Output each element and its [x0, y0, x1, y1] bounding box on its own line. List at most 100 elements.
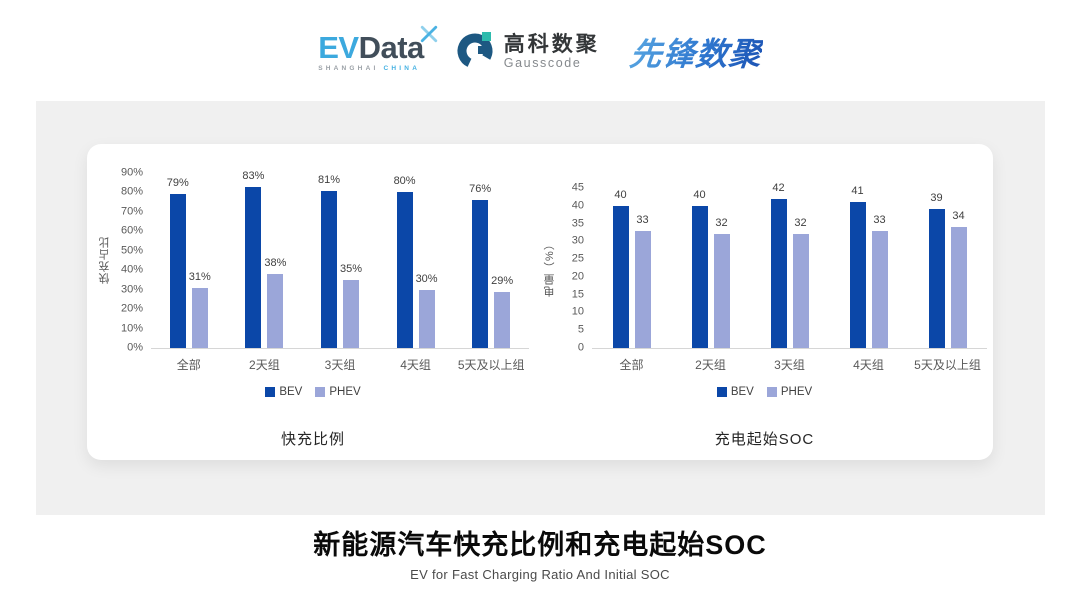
plot-column: 40 33 40 32 42 32 41 33 39 34 全部 2天组 3天组 4天组 5天及以上组 [592, 182, 987, 373]
chart-title: 充电起始SOC [714, 431, 815, 448]
x-category-label: 5天及以上组 [914, 358, 981, 372]
legend-swatch [315, 387, 326, 397]
evdata-subtext: SHANGHAI CHINA [318, 64, 421, 73]
legend-swatch [265, 387, 276, 397]
bar-BEV: 40 [691, 189, 708, 348]
bar-value-label: 33 [873, 213, 886, 226]
gausscode-g-icon [454, 29, 496, 76]
bar-group: 40 33 [592, 188, 671, 348]
bar-PHEV: 32 [713, 218, 730, 348]
y-tick-label: 20 [571, 270, 584, 283]
bar-BEV: 39 [928, 193, 945, 348]
legend-item-PHEV: PHEV [766, 386, 813, 398]
bar-PHEV: 38% [264, 258, 286, 348]
legend-label: BEV [279, 386, 303, 398]
x-category-label: 全部 [176, 358, 201, 372]
bar-value-label: 39 [930, 192, 943, 205]
legend-swatch [716, 387, 727, 397]
y-tick-label: 10 [571, 305, 584, 318]
bar-PHEV: 34 [950, 211, 967, 348]
evdata-logo: EV Data SHANGHAI CHINA [318, 25, 437, 73]
bar-value-label: 42 [772, 181, 785, 194]
legend-swatch [766, 387, 777, 397]
x-category-label: 5天及以上组 [457, 358, 525, 372]
x-category-label: 4天组 [400, 358, 431, 372]
bar-PHEV: 32 [792, 218, 809, 348]
gausscode-logo: 高科数聚 Gausscode [454, 29, 600, 76]
y-axis-title: 电量（%） [544, 238, 556, 298]
footer: 新能源汽车快充比例和充电起始SOC EV for Fast Charging R… [0, 529, 1080, 582]
y-axis-title: 快充占比 [99, 236, 111, 285]
bar-PHEV: 33 [871, 214, 888, 348]
bar-BEV: 79% [167, 178, 189, 348]
gausscode-cn-text: 高科数聚 [503, 32, 600, 56]
plot-area: 40 33 40 32 42 32 41 33 39 34 [592, 182, 987, 349]
bar-value-label: 80% [393, 175, 416, 188]
bar-value-label: 29% [491, 274, 514, 287]
gausscode-en-text: Gausscode [503, 55, 582, 70]
bar-BEV: 80% [394, 176, 416, 348]
legend-label: PHEV [329, 386, 361, 398]
evdata-shanghai-text: SHANGHAI [318, 64, 379, 72]
bar-PHEV: 35% [340, 263, 362, 348]
y-tick-label: 0% [127, 341, 143, 354]
y-tick-label: 35 [571, 217, 584, 230]
bar-group: 42 32 [750, 182, 829, 348]
evdata-china-text: CHINA [383, 64, 421, 72]
chart-initial-soc: 电量（%） 0 5 10 15 20 25 30 35 40 45 40 33 40 32 42 32 41 33 3… [542, 182, 987, 449]
bar-BEV: 40 [612, 189, 629, 348]
bar-value-label: 31% [188, 270, 211, 283]
bar-group: 41 33 [829, 186, 908, 348]
y-tick-label: 50% [120, 244, 143, 257]
bar-group: 80% 30% [378, 173, 454, 348]
bar-group: 79% 31% [151, 173, 227, 348]
content-panel: 快充占比 0% 10% 20% 30% 40% 50% 60% 70% 80% 90% 79% 31% 8… [36, 101, 1045, 515]
chart-main: 快充占比 0% 10% 20% 30% 40% 50% 60% 70% 80% 90% 79% 31% 8… [97, 167, 529, 373]
plot-area: 79% 31% 83% 38% 81% 35% 80% 30% 76% 29% [151, 169, 529, 349]
bar-value-label: 38% [264, 257, 287, 270]
gausscode-wordmark: 高科数聚 Gausscode [503, 32, 600, 70]
header-logos: EV Data SHANGHAI CHINA [0, 20, 1080, 84]
bar-value-label: 34 [952, 210, 965, 223]
y-tick-label: 15 [571, 288, 584, 301]
y-tick-label: 5 [577, 323, 584, 336]
y-tick-label: 30% [120, 283, 143, 296]
legend-label: PHEV [780, 386, 813, 398]
bar-value-label: 81% [317, 173, 340, 186]
bar-BEV: 42 [770, 182, 787, 348]
bar-value-label: 35% [339, 262, 362, 275]
bar-PHEV: 29% [491, 275, 513, 348]
x-category-label: 3天组 [774, 358, 805, 372]
evdata-ev-text: EV [318, 29, 359, 65]
bar-value-label: 33 [636, 213, 649, 226]
chart-legend: BEV PHEV [97, 386, 529, 398]
bar-value-label: 30% [415, 272, 438, 285]
bar-value-label: 83% [242, 169, 265, 182]
bar-value-label: 32 [715, 217, 728, 230]
bar-value-label: 40 [693, 188, 706, 201]
bar-group: 81% 35% [302, 173, 378, 348]
x-category-label: 2天组 [695, 358, 726, 372]
y-tick-label: 20% [120, 302, 143, 315]
x-category-label: 3天组 [324, 358, 356, 372]
chart-title: 快充比例 [280, 431, 345, 448]
y-tick-label: 25 [571, 252, 584, 265]
x-axis-labels: 全部 2天组 3天组 4天组 5天及以上组 [151, 356, 529, 373]
charts-card: 快充占比 0% 10% 20% 30% 40% 50% 60% 70% 80% 90% 79% 31% 8… [87, 144, 993, 460]
bar-group: 83% 38% [227, 169, 303, 348]
sparkle-x-icon [418, 23, 440, 50]
bar-group: 40 32 [671, 188, 750, 348]
y-tick-label: 40 [571, 199, 584, 212]
legend-item-PHEV: PHEV [315, 386, 361, 398]
x-axis-labels: 全部 2天组 3天组 4天组 5天及以上组 [592, 356, 987, 373]
legend-item-BEV: BEV [265, 386, 302, 398]
bar-BEV: 81% [318, 174, 340, 348]
page-subtitle: EV for Fast Charging Ratio And Initial S… [410, 567, 670, 583]
bar-PHEV: 31% [189, 271, 211, 348]
plot-column: 79% 31% 83% 38% 81% 35% 80% 30% 76% 29% 全部 2天组 3天组 4天… [151, 169, 529, 373]
bar-group: 76% 29% [453, 173, 529, 348]
bar-BEV: 76% [469, 184, 491, 348]
legend-label: BEV [730, 386, 754, 398]
legend-item-BEV: BEV [716, 386, 754, 398]
